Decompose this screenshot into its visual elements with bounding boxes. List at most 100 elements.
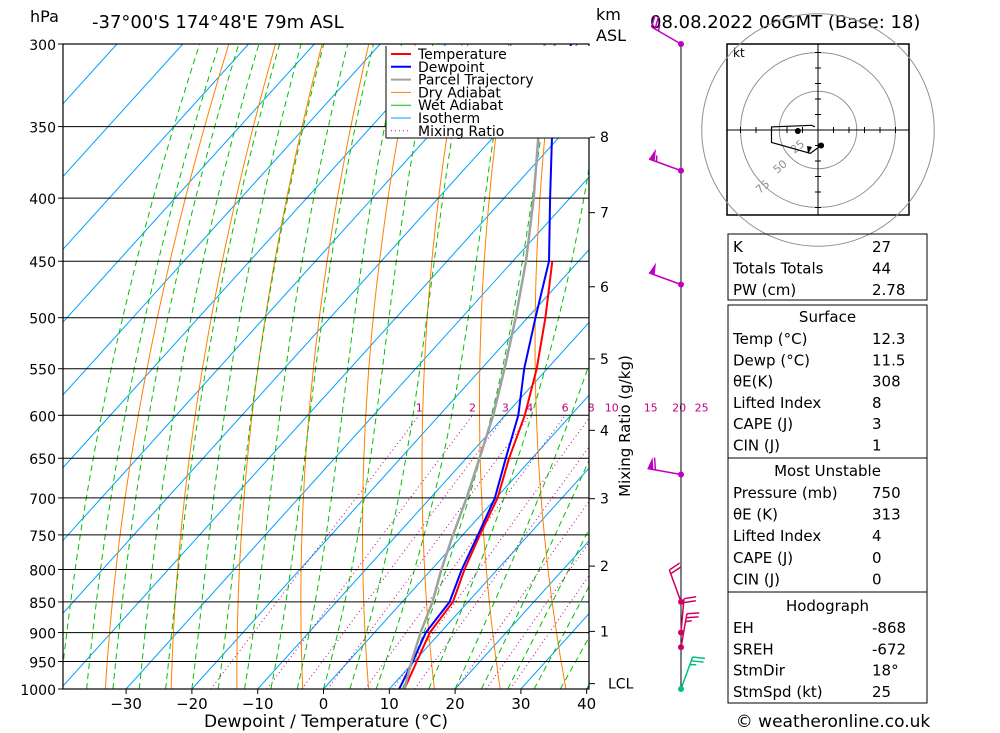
wet-adiabat-line: [454, 363, 589, 689]
pressure-tick-label: 800: [29, 563, 56, 579]
temperature-tick-label: −30: [110, 695, 142, 713]
mixing-ratio-line: [301, 415, 506, 689]
index-label: CAPE (J): [733, 415, 793, 433]
km-tick-label: 2: [600, 559, 609, 575]
pressure-tick-label: 300: [29, 38, 56, 54]
mixing-ratio-line: [364, 415, 566, 689]
isotherm-line: [323, 394, 589, 689]
index-label: EH: [733, 619, 754, 637]
index-value: 11.5: [872, 351, 905, 369]
km-tick-label: 5: [600, 352, 609, 368]
wind-barb-feather: [654, 16, 660, 30]
mixing-ratio-line: [327, 415, 531, 689]
wet-adiabat-line: [533, 585, 589, 689]
isotherm-line: [191, 248, 589, 689]
legend-item: Temperature: [417, 47, 507, 63]
index-tables: K 27 Totals Totals 44 PW (cm) 2.78 Surface Temp…: [727, 233, 928, 704]
mixing-ratio-label: 4: [526, 401, 533, 414]
isotherm-line: [63, 44, 118, 105]
pressure-tick-label: 650: [29, 452, 56, 468]
wind-barb-feather: [668, 562, 681, 571]
temperature-tick-label: 30: [511, 695, 530, 713]
index-label: Temp (°C): [732, 330, 807, 348]
index-label: PW (cm): [733, 281, 796, 299]
isotherm-line: [63, 103, 589, 687]
indices-table: [727, 233, 928, 301]
wind-barb-staff: [668, 569, 682, 603]
storm-motion-marker: [807, 146, 812, 154]
wet-adiabat-line: [165, 44, 281, 689]
index-value: 313: [872, 506, 901, 524]
wind-barb-feather: [683, 596, 697, 600]
hodograph-title: Hodograph: [786, 597, 869, 615]
wet-adiabat-line: [191, 44, 302, 689]
wind-barb-feather: [670, 566, 682, 575]
pressure-tick-label: 1000: [20, 683, 56, 699]
isotherm-line: [63, 44, 249, 251]
wind-barb-feather: [650, 14, 656, 28]
index-label: Lifted Index: [733, 527, 821, 545]
dry-adiabat-line: [975, 44, 1000, 689]
wet-adiabat-line: [480, 459, 589, 689]
wet-adiabat-line: [296, 44, 403, 689]
wind-barb-staff: [680, 613, 688, 648]
dry-adiabat-line: [534, 44, 567, 689]
mixing-ratio-label: 2: [469, 401, 476, 414]
plot-frame: [62, 43, 590, 690]
copyright: © weatheronline.co.uk: [736, 712, 931, 732]
mixing-ratio-label: 20: [672, 401, 686, 414]
mixing-ratio-labels: 1 2 3 4 6 8 10 15 20 25: [416, 401, 709, 414]
mixing-ratio-line: [266, 414, 473, 689]
pressure-tick-label: 900: [29, 627, 56, 643]
index-label: SREH: [733, 640, 774, 658]
isotherm-line: [125, 176, 589, 689]
axes: 3003504004505005506006507007508008509009…: [20, 38, 633, 713]
index-label: Dewp (°C): [733, 351, 810, 369]
pressure-tick-label: 700: [29, 492, 56, 508]
wet-adiabat-line: [63, 44, 201, 669]
wind-barb-flag: [649, 262, 656, 275]
x-axis-label: Dewpoint / Temperature (°C): [204, 712, 448, 732]
wind-barb-feather: [686, 612, 700, 615]
hodograph-point: [818, 142, 825, 149]
hodograph-table: [727, 591, 928, 704]
pressure-tick-label: 600: [29, 409, 56, 425]
legend-item: Isotherm: [418, 111, 480, 127]
index-value: 12.3: [872, 330, 905, 348]
km-tick-label: 8: [600, 130, 609, 146]
legend-item: Parcel Trajectory: [418, 73, 534, 89]
index-value: 4: [872, 527, 882, 545]
temperature-tick-label: 40: [577, 695, 596, 713]
legend-item: Dewpoint: [418, 60, 485, 76]
sounding-profiles: [398, 44, 572, 689]
hodograph-trace: [770, 124, 822, 154]
mixing-ratio-label: 15: [644, 401, 658, 414]
index-label: θE (K): [733, 506, 778, 524]
km-tick-label: LCL: [608, 677, 634, 693]
wet-adiabat-line: [138, 44, 260, 689]
pressure-tick-label: 750: [29, 529, 56, 545]
wind-barb-half-feather: [685, 619, 692, 623]
wet-adiabat-line: [86, 44, 220, 689]
index-value: 27: [872, 238, 891, 256]
mixing-ratio-label: 3: [502, 401, 509, 414]
temperature-tick-label: 20: [446, 695, 465, 713]
isotherm-line: [454, 540, 589, 689]
wind-barb-feather: [686, 616, 699, 619]
dry-adiabat-line: [104, 44, 230, 689]
temperature-tick-label: −10: [242, 695, 274, 713]
pressure-tick-label: 450: [29, 255, 56, 271]
datetime-title: 08.08.2022 06GMT (Base: 18): [650, 12, 920, 33]
wet-adiabat-line: [507, 528, 589, 689]
y-axis-label-right: Mixing Ratio (g/kg): [616, 355, 634, 497]
wind-barb-feather: [683, 599, 696, 604]
mixing-ratio-line: [414, 446, 589, 689]
isotherm-line: [257, 321, 589, 689]
hodograph-unit: kt: [733, 46, 745, 60]
pressure-tick-label: 400: [29, 192, 56, 208]
index-value: 0: [872, 570, 882, 588]
km-tick-label: 7: [600, 206, 609, 222]
hpa-label: hPa: [30, 7, 59, 26]
